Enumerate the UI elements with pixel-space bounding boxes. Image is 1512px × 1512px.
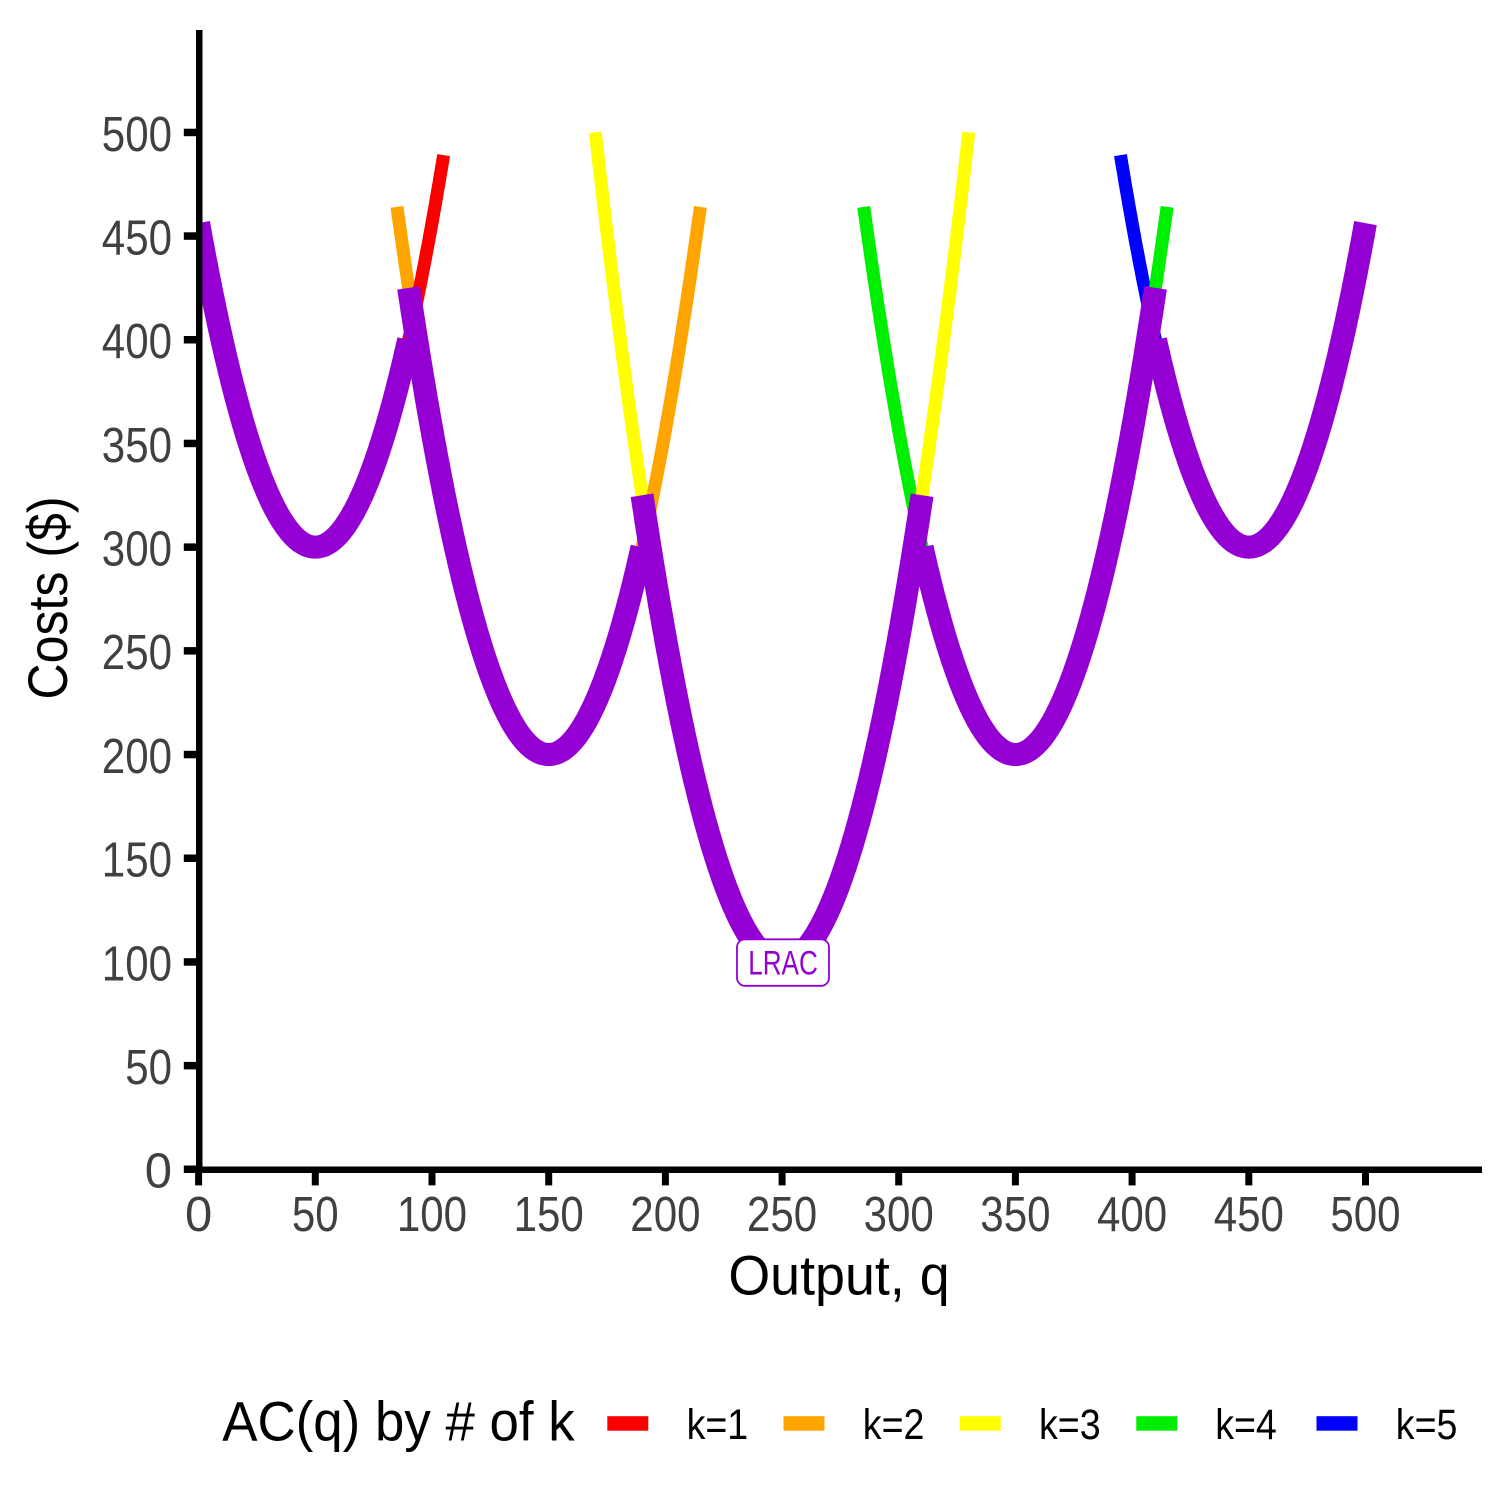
svg-text:0: 0: [145, 1145, 172, 1199]
svg-text:k=1: k=1: [687, 1401, 749, 1449]
svg-text:450: 450: [102, 212, 172, 266]
svg-text:50: 50: [292, 1188, 339, 1242]
svg-text:k=2: k=2: [863, 1401, 925, 1449]
svg-text:150: 150: [514, 1188, 584, 1242]
svg-text:k=5: k=5: [1396, 1401, 1458, 1449]
svg-text:200: 200: [630, 1188, 700, 1242]
svg-text:350: 350: [980, 1188, 1050, 1242]
svg-text:250: 250: [102, 626, 172, 680]
svg-text:350: 350: [102, 419, 172, 473]
svg-text:400: 400: [1097, 1188, 1167, 1242]
svg-text:Output, q: Output, q: [728, 1244, 949, 1307]
svg-text:LRAC: LRAC: [748, 945, 818, 983]
svg-text:500: 500: [102, 108, 172, 162]
svg-text:300: 300: [102, 523, 172, 577]
svg-text:100: 100: [397, 1188, 467, 1242]
svg-text:k=4: k=4: [1215, 1401, 1277, 1449]
svg-text:200: 200: [102, 730, 172, 784]
svg-text:500: 500: [1330, 1188, 1400, 1242]
svg-text:250: 250: [747, 1188, 817, 1242]
svg-text:50: 50: [125, 1041, 172, 1095]
svg-text:300: 300: [864, 1188, 934, 1242]
svg-text:400: 400: [102, 315, 172, 369]
svg-text:Costs ($): Costs ($): [16, 497, 79, 700]
svg-text:0: 0: [185, 1188, 212, 1242]
svg-text:k=3: k=3: [1039, 1401, 1101, 1449]
svg-text:AC(q) by # of k: AC(q) by # of k: [222, 1390, 575, 1453]
svg-text:100: 100: [102, 937, 172, 991]
svg-text:450: 450: [1214, 1188, 1284, 1242]
svg-text:150: 150: [102, 834, 172, 888]
